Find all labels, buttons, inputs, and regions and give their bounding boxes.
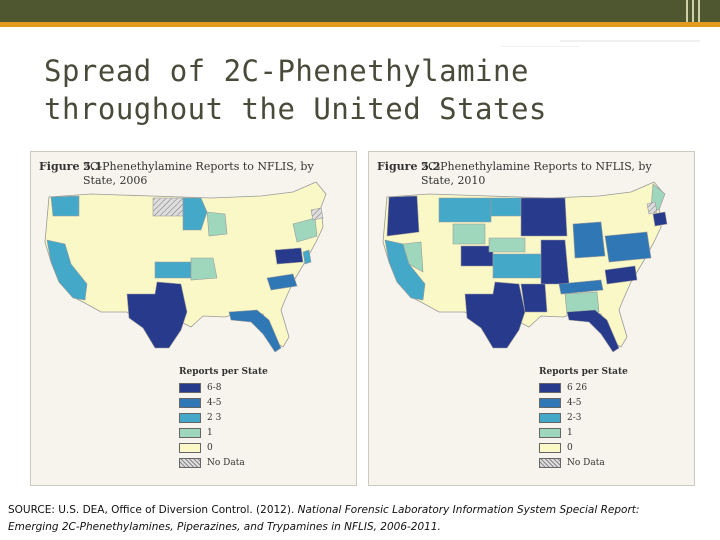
legend-item: No Data [179, 456, 299, 469]
source-report-subtitle: Emerging 2C-Phenethylamines, Piperazines… [8, 521, 441, 533]
legend-item: 0 [179, 441, 299, 454]
legend-title: Reports per State [179, 367, 268, 377]
legend-item: 2 3 [179, 411, 299, 424]
slide-title-line-1: Spread of 2C-Phenethylamine [44, 54, 529, 88]
legend-item: 6-8 [179, 381, 299, 394]
legend-label: 0 [567, 442, 573, 453]
legend-swatch [179, 412, 201, 423]
legend-label: 6-8 [207, 382, 222, 393]
figure-title: 2C-Phenethylamine Reports to NFLIS, by S… [83, 160, 314, 187]
legend-label: 0 [207, 442, 213, 453]
legend-swatch [539, 412, 561, 423]
divider [560, 40, 700, 42]
legend-swatch [179, 427, 201, 438]
us-map-2006 [44, 181, 327, 353]
legend-swatch [539, 457, 561, 468]
figure-label: Figure 5.1 [39, 160, 103, 173]
slide-title: Spread of 2C-Phenethylamine throughout t… [44, 52, 664, 128]
legend-item: 6 26 [539, 381, 659, 394]
legend-label: 2 3 [207, 412, 222, 423]
legend-label: 4-5 [567, 397, 582, 408]
legend-item: 4-5 [539, 396, 659, 409]
figure-2006-panel: Figure 5.1 2C-Phenethylamine Reports to … [30, 151, 357, 486]
legend-label: 1 [207, 427, 213, 438]
source-prefix: SOURCE: U.S. DEA, Office of Diversion Co… [8, 504, 298, 516]
legend-item: 0 [539, 441, 659, 454]
legend-swatch [539, 442, 561, 453]
legend-item: 1 [539, 426, 659, 439]
legend-swatch [179, 457, 201, 468]
legend-swatch [539, 427, 561, 438]
legend-label: No Data [207, 457, 245, 468]
legend-item: 1 [179, 426, 299, 439]
legend-title: Reports per State [539, 367, 628, 377]
legend-label: 1 [567, 427, 573, 438]
map-legend: Reports per State 6-8 4-5 2 3 1 0 No Dat… [179, 367, 299, 471]
legend-swatch [179, 397, 201, 408]
figure-label: Figure 5.2 [377, 160, 441, 173]
legend-swatch [539, 382, 561, 393]
us-map-2010 [382, 181, 668, 353]
legend-swatch [539, 397, 561, 408]
figure-2010-panel: Figure 5.2 2C-Phenethylamine Reports to … [368, 151, 695, 486]
source-citation: SOURCE: U.S. DEA, Office of Diversion Co… [8, 502, 718, 536]
source-report-title: National Forensic Laboratory Information… [297, 504, 640, 516]
accent-band [0, 22, 720, 27]
map-legend: Reports per State 6 26 4-5 2-3 1 0 No Da… [539, 367, 659, 471]
legend-item: 2-3 [539, 411, 659, 424]
legend-label: No Data [567, 457, 605, 468]
legend-swatch [179, 442, 201, 453]
divider [500, 46, 580, 47]
legend-item: No Data [539, 456, 659, 469]
legend-label: 6 26 [567, 382, 588, 393]
legend-label: 4-5 [207, 397, 222, 408]
top-bar-accent-lines [680, 0, 720, 22]
top-bar [0, 0, 720, 22]
legend-swatch [179, 382, 201, 393]
legend-label: 2-3 [567, 412, 582, 423]
slide-title-line-2: throughout the United States [44, 92, 547, 126]
figure-title: 2C-Phenethylamine Reports to NFLIS, by S… [421, 160, 652, 187]
legend-item: 4-5 [179, 396, 299, 409]
